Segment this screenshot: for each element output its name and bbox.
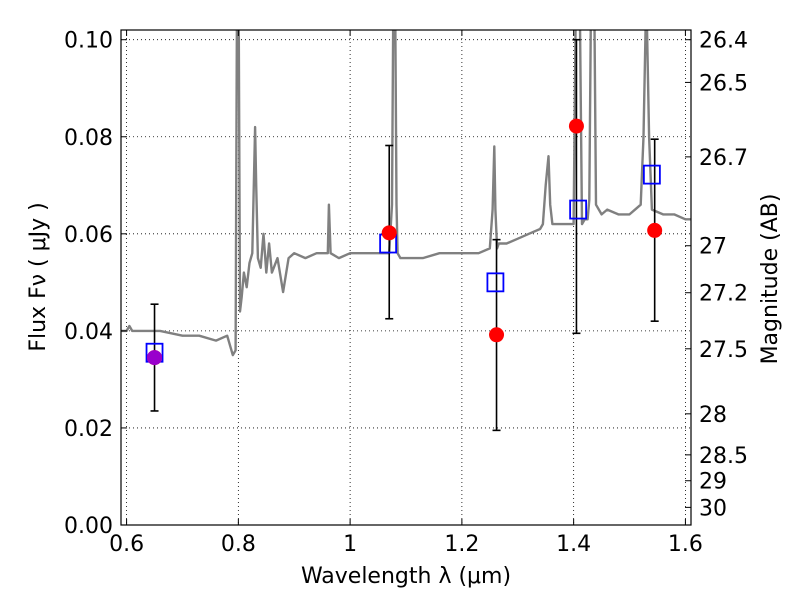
observed-circle-marker bbox=[647, 222, 663, 238]
observed-circle-marker bbox=[568, 118, 584, 134]
tick-marks bbox=[121, 30, 691, 526]
spectrum-layer bbox=[121, 30, 691, 357]
y-tick-label: 0.02 bbox=[64, 417, 113, 442]
x-tick-label: 1 bbox=[343, 532, 357, 557]
mag-tick-label: 28 bbox=[699, 403, 727, 428]
tick-labels: 0.6 0.8 1 1.2 1.4 1.6 0.00 0.02 0.04 0.06 0.08 0.10… bbox=[64, 29, 748, 557]
y-axis-label: Flux Fν ( μJy ) bbox=[26, 202, 51, 351]
plot-background bbox=[121, 30, 691, 525]
synthetic-square-marker bbox=[486, 272, 505, 293]
synthetic-square-marker bbox=[642, 164, 661, 185]
markers bbox=[145, 118, 663, 366]
y-tick-label: 0.04 bbox=[64, 320, 113, 345]
observed-circle-marker bbox=[381, 225, 397, 241]
observed-circle-marker bbox=[489, 327, 505, 343]
first-band-marker bbox=[147, 350, 163, 366]
mag-tick-label: 27 bbox=[699, 235, 727, 260]
mag-tick-label: 29 bbox=[699, 470, 727, 495]
x-tick-label: 0.8 bbox=[221, 532, 256, 557]
mag-tick-label: 26.4 bbox=[699, 29, 748, 54]
x-axis-label: Wavelength λ (μm) bbox=[301, 564, 511, 589]
model-spectrum-line bbox=[121, 30, 691, 357]
x-tick-label: 0.6 bbox=[109, 532, 144, 557]
y-tick-label: 0.10 bbox=[64, 29, 113, 54]
y2-axis-label: Magnitude (AB) bbox=[758, 194, 783, 365]
mag-tick-label: 26.5 bbox=[699, 71, 748, 96]
x-tick-label: 1.4 bbox=[556, 532, 591, 557]
x-tick-label: 1.6 bbox=[668, 532, 703, 557]
x-tick-label: 1.2 bbox=[444, 532, 479, 557]
mag-tick-label: 27.2 bbox=[699, 282, 748, 307]
mag-tick-label: 30 bbox=[699, 496, 727, 521]
synthetic-square-marker bbox=[569, 199, 588, 220]
y-tick-label: 0.06 bbox=[64, 223, 113, 248]
mag-tick-label: 28.5 bbox=[699, 444, 748, 469]
y-tick-label: 0.08 bbox=[64, 126, 113, 151]
mag-tick-label: 27.5 bbox=[699, 338, 748, 363]
y-tick-label: 0.00 bbox=[64, 514, 113, 539]
mag-tick-label: 26.7 bbox=[699, 146, 748, 171]
plot-frame bbox=[120, 29, 692, 526]
